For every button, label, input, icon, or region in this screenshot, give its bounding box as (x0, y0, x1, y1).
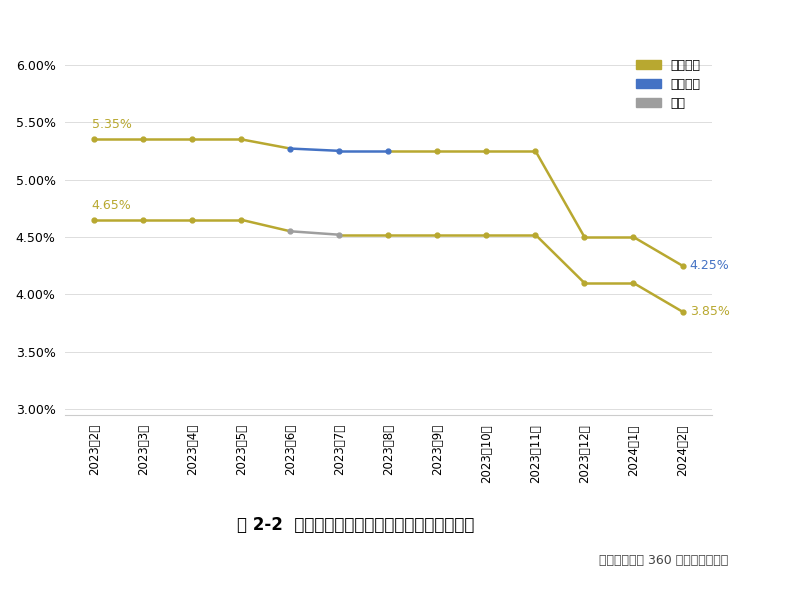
Text: 数据来源：融 360 数字科技研究院: 数据来源：融 360 数字科技研究院 (599, 554, 728, 567)
Legend: 连续上升, 连续下降, 其他: 连续上升, 连续下降, 其他 (631, 54, 705, 115)
Text: 3.85%: 3.85% (690, 305, 730, 318)
Text: 5.35%: 5.35% (91, 119, 132, 131)
Text: 4.25%: 4.25% (690, 259, 730, 272)
Text: 4.65%: 4.65% (91, 199, 131, 212)
Text: 图 2-2  近一年上海市首、二套房贷平均利率走势: 图 2-2 近一年上海市首、二套房贷平均利率走势 (237, 516, 475, 534)
